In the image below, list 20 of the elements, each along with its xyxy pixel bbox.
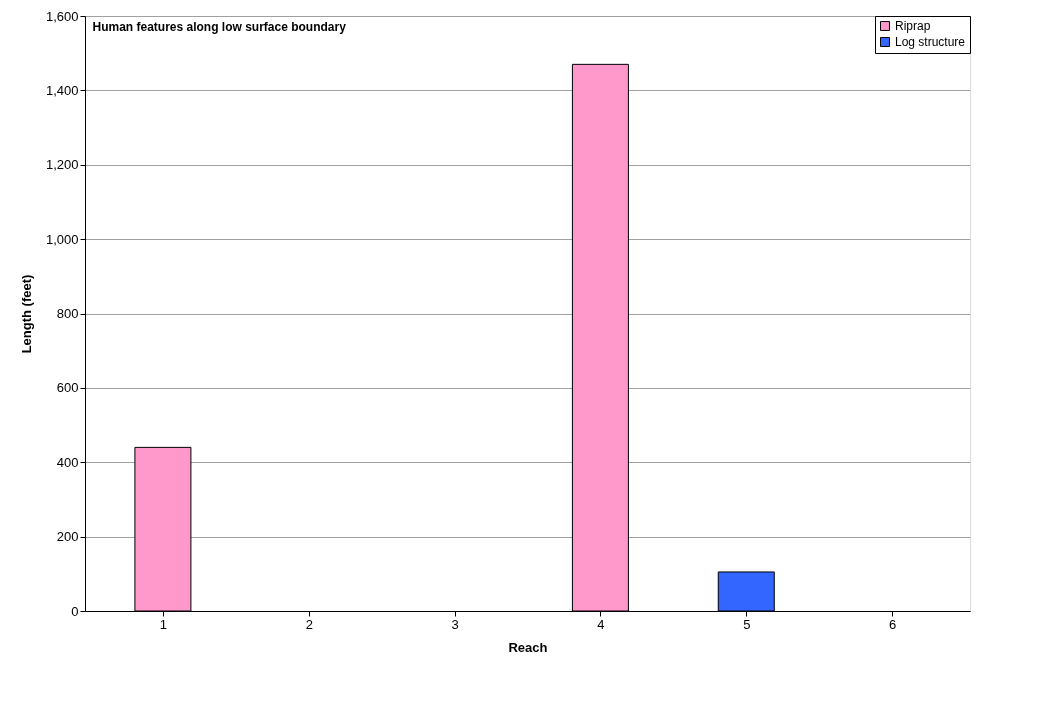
y-tick-label: 400	[56, 454, 79, 470]
y-tick-label: 1,000	[45, 231, 79, 247]
x-axis-title: Reach	[508, 639, 548, 655]
x-tick-label: 1	[159, 616, 168, 632]
y-tick-label: 200	[56, 529, 79, 545]
y-tick-label: 0	[71, 603, 79, 619]
x-tick-label: 6	[888, 616, 897, 632]
legend-label: Riprap	[895, 19, 931, 33]
y-tick-label: 1,200	[45, 157, 79, 173]
x-tick-label: 2	[305, 616, 313, 632]
y-tick-label: 800	[56, 306, 79, 321]
y-axis-title: Length (feet)	[18, 274, 34, 354]
y-tick-label: 1,400	[45, 82, 79, 98]
x-tick-label: 4	[597, 616, 605, 632]
y-tick-label: 600	[56, 380, 79, 396]
x-tick-label: 5	[743, 616, 751, 632]
legend-label: Log structure	[895, 35, 966, 49]
chart-title: Human features along low surface boundary	[92, 20, 347, 34]
y-tick-label: 1,600	[45, 8, 79, 24]
x-tick-label: 3	[451, 616, 459, 632]
